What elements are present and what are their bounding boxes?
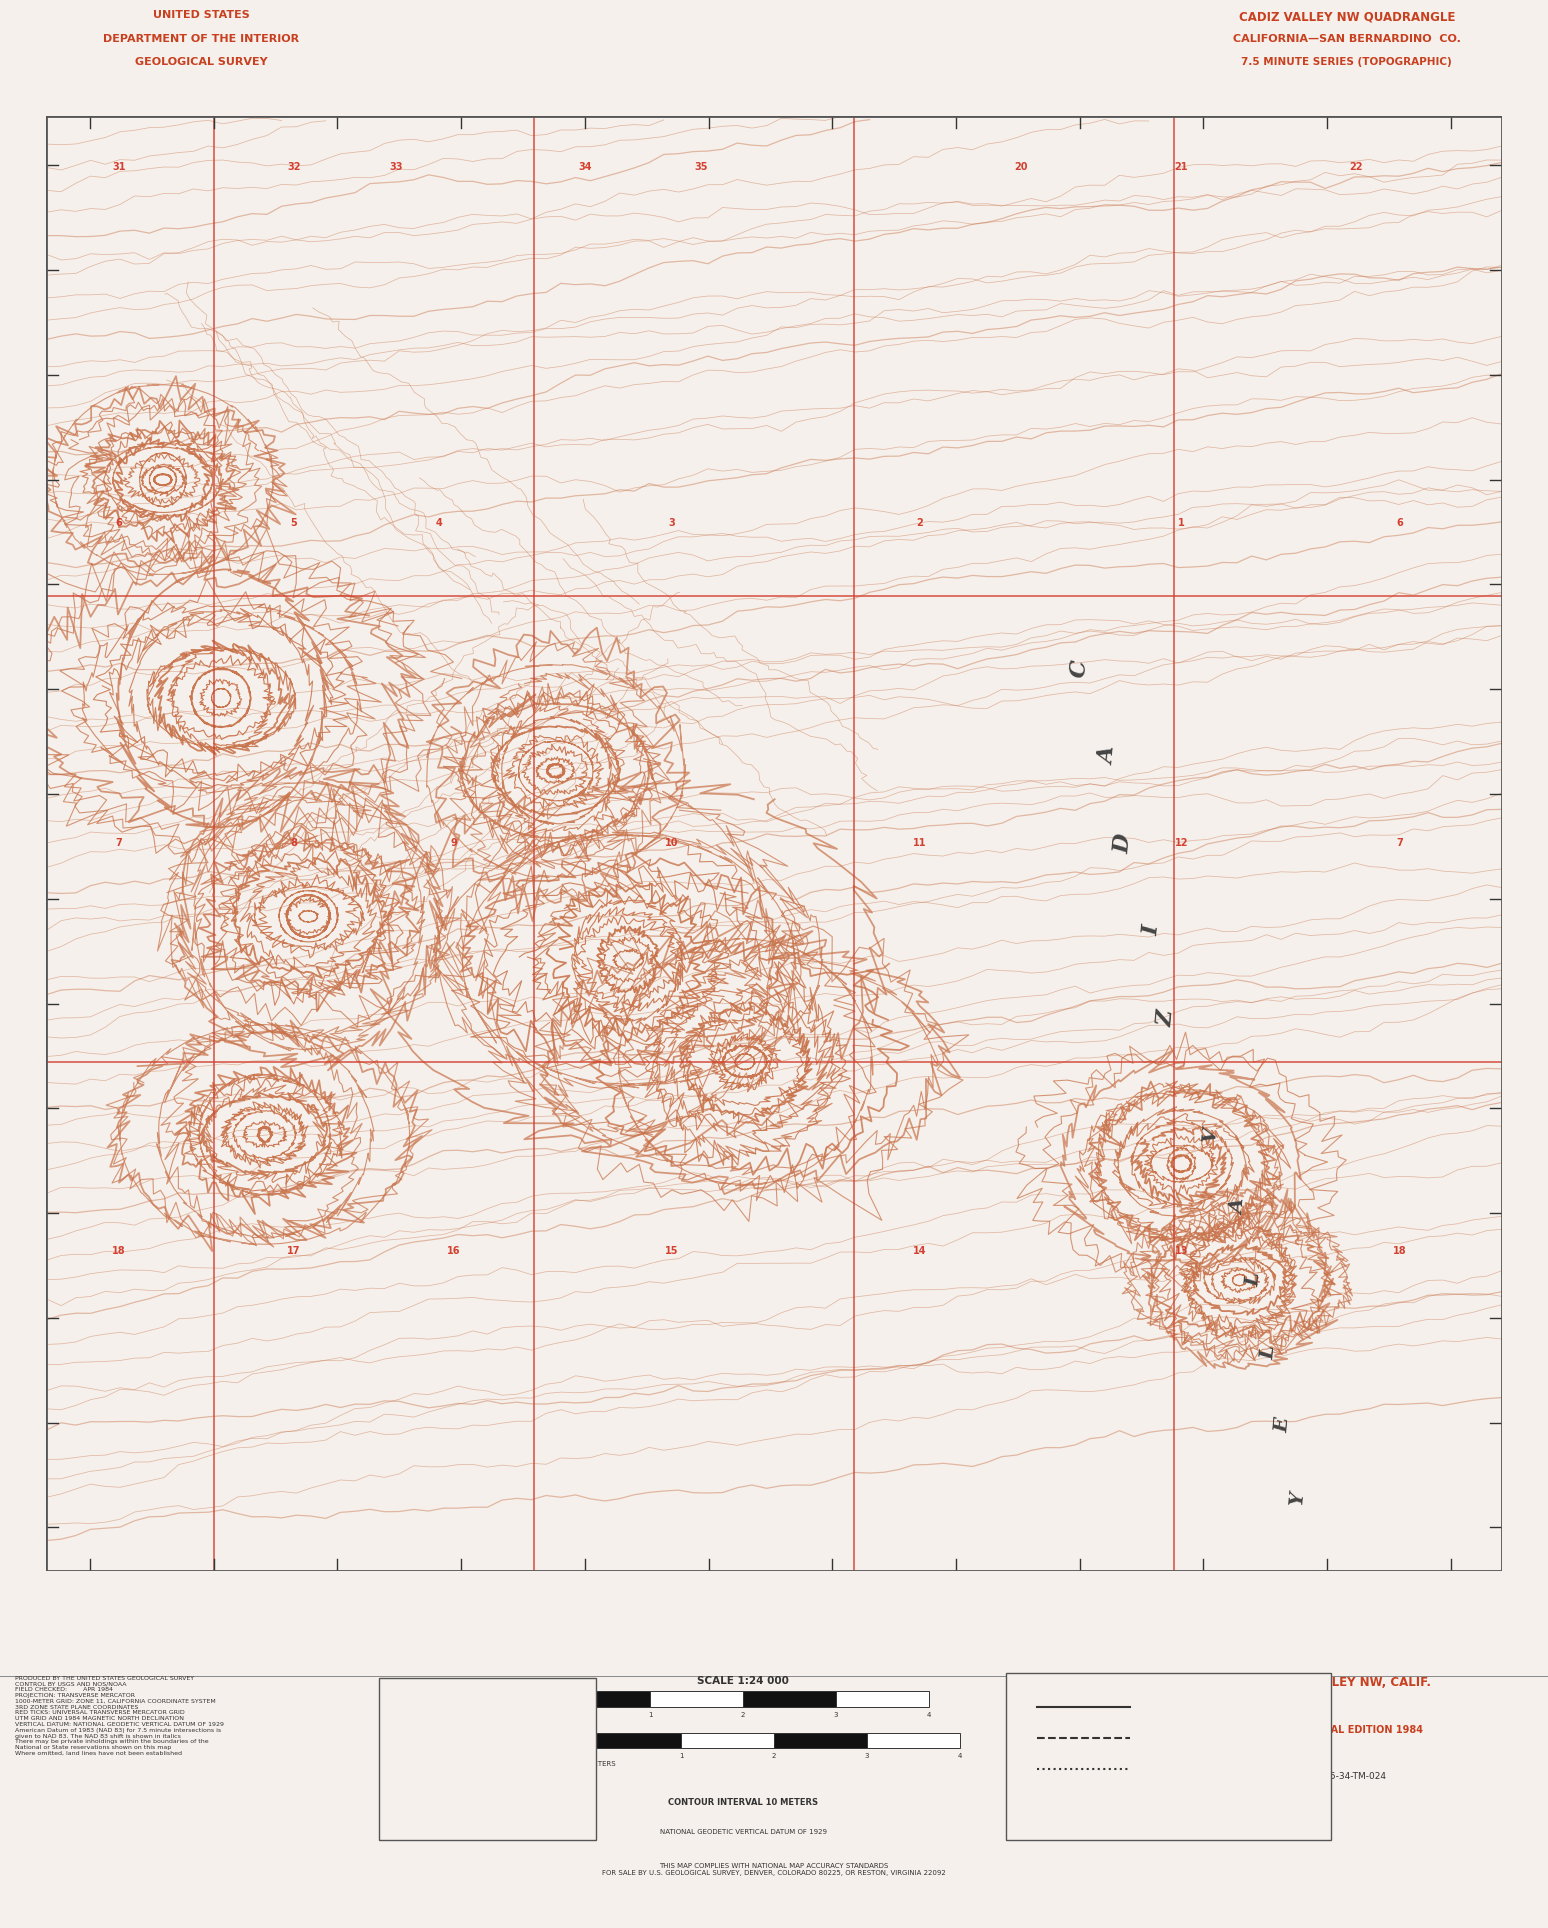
- Text: 4: 4: [927, 1712, 930, 1718]
- Text: 11: 11: [913, 839, 926, 848]
- Text: 9: 9: [450, 839, 457, 848]
- Bar: [1045, 1812, 1084, 1818]
- Text: 8: 8: [291, 839, 297, 848]
- Text: 35: 35: [695, 162, 707, 172]
- Text: I: I: [1141, 925, 1164, 937]
- Text: DEPARTMENT OF THE INTERIOR: DEPARTMENT OF THE INTERIOR: [104, 33, 299, 44]
- Bar: [1045, 1826, 1084, 1832]
- Text: Trail: Trail: [1138, 1766, 1152, 1772]
- Text: 18: 18: [113, 1245, 125, 1255]
- Text: 0: 0: [587, 1753, 590, 1758]
- FancyBboxPatch shape: [1006, 1674, 1331, 1839]
- Text: A: A: [1231, 1199, 1249, 1215]
- Text: 5: 5: [291, 519, 297, 528]
- Text: 20: 20: [1014, 162, 1028, 172]
- Text: 2: 2: [916, 519, 923, 528]
- Bar: [650, 1691, 743, 1706]
- Text: 1: 1: [680, 1753, 683, 1758]
- Text: 2: 2: [741, 1712, 745, 1718]
- Text: 14: 14: [913, 1245, 926, 1255]
- Bar: [1084, 1826, 1122, 1832]
- Text: SCALE 1:24 000: SCALE 1:24 000: [697, 1675, 789, 1685]
- Text: 1: 1: [649, 1712, 652, 1718]
- Text: L: L: [1245, 1272, 1263, 1288]
- Text: 17: 17: [286, 1245, 300, 1255]
- Text: PROVISIONAL MAP: PROVISIONAL MAP: [437, 1685, 539, 1697]
- Text: 3: 3: [669, 519, 675, 528]
- Text: KILOMETERS: KILOMETERS: [573, 1762, 616, 1768]
- Text: 7.5 MINUTE SERIES (TOPOGRAPHIC): 7.5 MINUTE SERIES (TOPOGRAPHIC): [1241, 58, 1452, 67]
- Text: 2: 2: [772, 1753, 776, 1758]
- Text: 18: 18: [1393, 1245, 1407, 1255]
- Bar: [743, 1691, 836, 1706]
- Text: Y: Y: [1288, 1490, 1308, 1506]
- Text: 1: 1: [1178, 519, 1184, 528]
- Text: V: V: [1201, 1126, 1220, 1143]
- Text: UNITED STATES: UNITED STATES: [153, 10, 249, 19]
- Text: 21: 21: [1175, 162, 1189, 172]
- Bar: [1122, 1812, 1161, 1818]
- Bar: [1122, 1818, 1161, 1826]
- Text: C: C: [1068, 659, 1091, 679]
- Text: PROVISIONAL EDITION 1984: PROVISIONAL EDITION 1984: [1271, 1726, 1423, 1735]
- Text: 34: 34: [577, 162, 591, 172]
- Text: 0: 0: [587, 1712, 590, 1718]
- Bar: [1122, 1826, 1161, 1832]
- Text: Improved Road: Improved Road: [1138, 1704, 1190, 1710]
- Text: 13: 13: [1175, 1245, 1189, 1255]
- Text: 22: 22: [1350, 162, 1362, 172]
- Text: 12: 12: [1175, 839, 1189, 848]
- Text: 6: 6: [1396, 519, 1402, 528]
- Text: 10: 10: [666, 839, 680, 848]
- Text: 34115-34-TM-024: 34115-34-TM-024: [1307, 1772, 1387, 1781]
- Text: E: E: [1274, 1417, 1293, 1434]
- Text: 3: 3: [834, 1712, 837, 1718]
- Bar: [588, 1691, 650, 1706]
- Bar: [1084, 1818, 1122, 1826]
- Text: 7: 7: [1396, 839, 1402, 848]
- Text: NATIONAL GEODETIC VERTICAL DATUM OF 1929: NATIONAL GEODETIC VERTICAL DATUM OF 1929: [659, 1830, 827, 1835]
- Text: ROAD LEGEND: ROAD LEGEND: [1135, 1681, 1203, 1689]
- Bar: [774, 1733, 867, 1749]
- Text: L: L: [1259, 1346, 1279, 1361]
- Text: 4: 4: [437, 519, 443, 528]
- FancyBboxPatch shape: [379, 1677, 596, 1839]
- Text: 32: 32: [286, 162, 300, 172]
- Bar: [836, 1691, 929, 1706]
- Text: CONTOUR INTERVAL 10 METERS: CONTOUR INTERVAL 10 METERS: [669, 1797, 817, 1807]
- Text: Z: Z: [1155, 1008, 1178, 1028]
- Text: 16: 16: [447, 1245, 461, 1255]
- Text: 15: 15: [666, 1245, 680, 1255]
- Text: 6: 6: [116, 519, 122, 528]
- Text: D: D: [1111, 833, 1135, 854]
- Bar: [1084, 1812, 1122, 1818]
- Bar: [1045, 1818, 1084, 1826]
- Text: GEOLOGICAL SURVEY: GEOLOGICAL SURVEY: [135, 58, 268, 67]
- Text: 7: 7: [116, 839, 122, 848]
- Text: CADIZ VALLEY NW, CALIF.: CADIZ VALLEY NW, CALIF.: [1262, 1675, 1432, 1689]
- Text: 4: 4: [958, 1753, 961, 1758]
- Text: PRODUCED BY THE UNITED STATES GEOLOGICAL SURVEY
CONTROL BY USGS AND NOS/NOAA
FIE: PRODUCED BY THE UNITED STATES GEOLOGICAL…: [15, 1675, 224, 1756]
- Text: MILES: MILES: [573, 1722, 593, 1727]
- Text: 31: 31: [113, 162, 125, 172]
- Bar: [867, 1733, 960, 1749]
- Text: THIS MAP COMPLIES WITH NATIONAL MAP ACCURACY STANDARDS
FOR SALE BY U.S. GEOLOGIC: THIS MAP COMPLIES WITH NATIONAL MAP ACCU…: [602, 1862, 946, 1876]
- Bar: [588, 1733, 681, 1749]
- Text: CADIZ VALLEY NW QUADRANGLE: CADIZ VALLEY NW QUADRANGLE: [1238, 10, 1455, 23]
- Text: Unimproved Road: Unimproved Road: [1138, 1735, 1200, 1741]
- Text: 33: 33: [389, 162, 402, 172]
- Text: A: A: [1098, 746, 1121, 765]
- Text: Produced from original
manuscript drawings. Infor-
mation shown as of date of
fi: Produced from original manuscript drawin…: [435, 1722, 540, 1762]
- Text: CALIFORNIA—SAN BERNARDINO  CO.: CALIFORNIA—SAN BERNARDINO CO.: [1232, 33, 1461, 44]
- Text: 3: 3: [865, 1753, 868, 1758]
- Bar: [681, 1733, 774, 1749]
